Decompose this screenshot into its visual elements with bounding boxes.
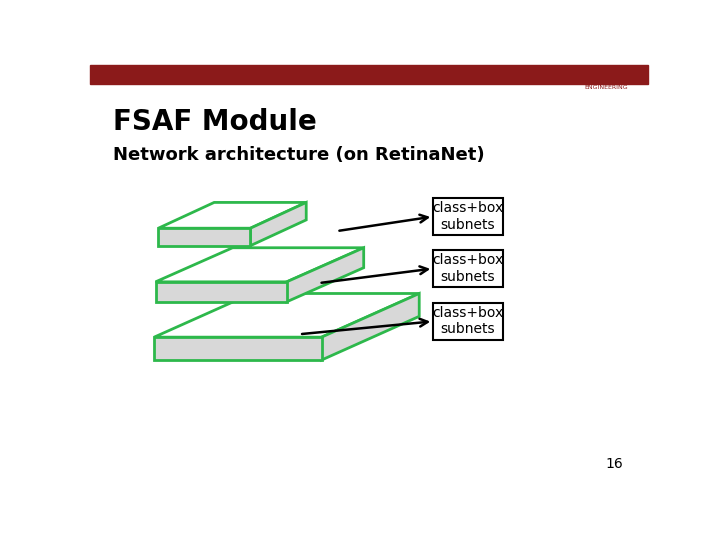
Polygon shape (156, 282, 287, 302)
Polygon shape (322, 294, 419, 360)
Polygon shape (154, 337, 322, 360)
Polygon shape (251, 202, 306, 246)
Polygon shape (154, 294, 419, 337)
FancyBboxPatch shape (433, 198, 503, 235)
Text: Network architecture (on Retina​Net): Network architecture (on Retina​Net) (114, 146, 485, 164)
Text: 16: 16 (605, 457, 623, 471)
Polygon shape (287, 248, 364, 302)
Text: Electrical & Computer
ENGINEERING: Electrical & Computer ENGINEERING (559, 79, 629, 90)
Polygon shape (156, 248, 364, 282)
Text: class+box
subnets: class+box subnets (433, 201, 504, 232)
Text: class+box
subnets: class+box subnets (433, 253, 504, 284)
Bar (90, 65, 648, 84)
FancyBboxPatch shape (433, 302, 503, 340)
FancyBboxPatch shape (433, 250, 503, 287)
Polygon shape (158, 202, 306, 228)
Text: FSAF Module: FSAF Module (114, 109, 318, 137)
Text: class+box
subnets: class+box subnets (433, 306, 504, 336)
Polygon shape (158, 228, 251, 246)
